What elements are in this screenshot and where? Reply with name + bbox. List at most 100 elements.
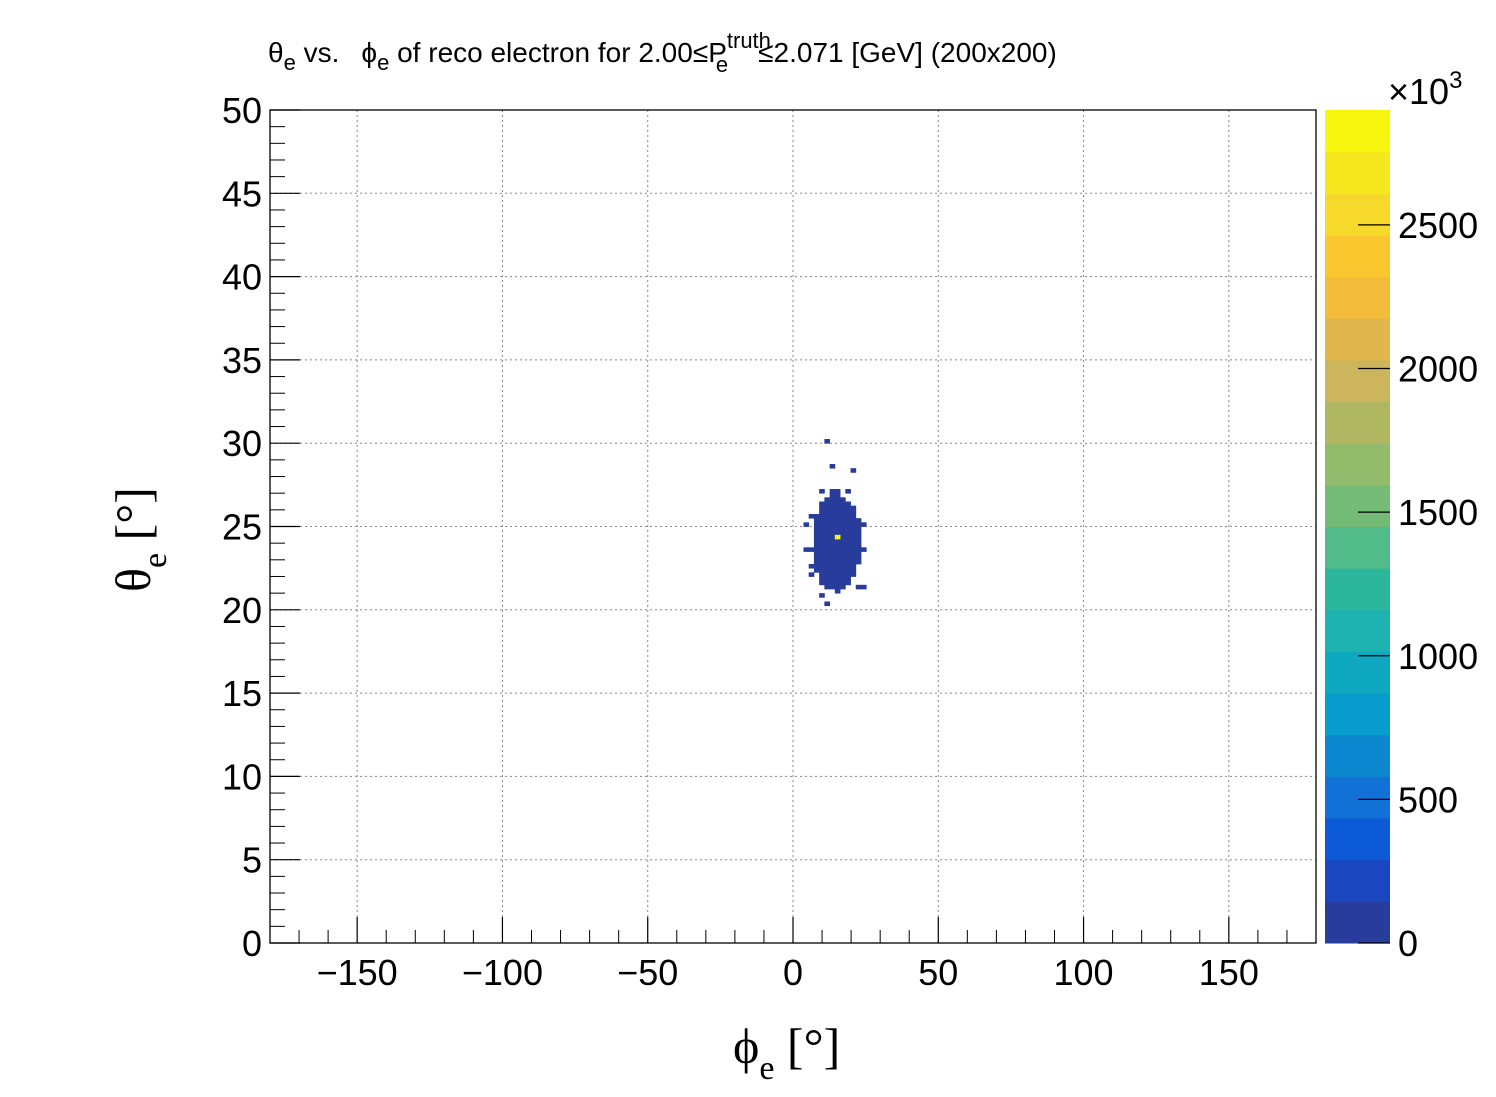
heatmap-cell	[855, 543, 862, 548]
chart-title: θe vs. ϕe of reco electron for 2.00≤Ptrut…	[268, 28, 1057, 77]
heatmap-cell	[824, 584, 831, 590]
heatmap-cell	[819, 572, 825, 577]
heatmap-cell	[840, 543, 846, 548]
x-tick-label: −100	[462, 952, 543, 993]
heatmap-cell	[829, 509, 836, 515]
heatmap-cell	[840, 572, 846, 577]
heatmap-cell	[824, 547, 831, 552]
heatmap-cell	[813, 551, 820, 557]
heatmap-cell	[850, 526, 857, 532]
heatmap-cell	[845, 509, 851, 515]
heatmap-cell	[813, 543, 820, 548]
heatmap-cell	[845, 538, 851, 544]
heatmap-cell	[840, 522, 846, 527]
heatmap-cell	[855, 526, 862, 532]
colorbar-segment	[1325, 234, 1390, 278]
heatmap-cell	[824, 551, 831, 557]
x-axis-title-sub: e	[759, 1050, 774, 1087]
heatmap-cell	[834, 538, 841, 544]
colorbar-segment	[1325, 193, 1390, 236]
colorbar-segment	[1325, 484, 1390, 527]
heatmap-cell	[840, 555, 846, 561]
colorbar-tick-label: 2000	[1398, 349, 1478, 390]
heatmap-cell	[850, 563, 857, 569]
colorbar-segment	[1325, 693, 1390, 736]
heatmap-cell	[829, 584, 836, 590]
heatmap-cell	[813, 555, 820, 561]
colorbar-segment	[1325, 818, 1390, 861]
heatmap-cell	[813, 563, 820, 569]
heatmap-cell	[819, 514, 825, 519]
heatmap-cell	[855, 559, 862, 565]
heatmap-cell	[808, 563, 815, 569]
colorbar-segment	[1325, 651, 1390, 694]
heatmap-cell	[834, 555, 841, 561]
heatmap-cell	[834, 568, 841, 573]
heatmap-cell	[860, 584, 867, 590]
heatmap-cell	[824, 576, 831, 582]
heatmap-cell	[840, 505, 846, 511]
heatmap-cell	[850, 468, 857, 473]
heatmap-cell	[834, 497, 841, 502]
heatmap-cell	[850, 505, 857, 511]
y-tick-label: 35	[222, 340, 262, 381]
heatmap-cell	[819, 526, 825, 532]
x-tick-label: 0	[783, 952, 803, 993]
heatmap-cell	[819, 580, 825, 586]
heatmap-cell	[824, 555, 831, 561]
heatmap-cell	[813, 559, 820, 565]
heatmap-cell	[845, 534, 851, 540]
heatmap-cell	[819, 505, 825, 511]
heatmap-cell	[824, 580, 831, 586]
heatmap-cell	[845, 530, 851, 536]
x-tick-label: 50	[918, 952, 958, 993]
heatmap-cell	[819, 563, 825, 569]
heatmap-cell	[829, 497, 836, 502]
heatmap-cell	[845, 505, 851, 511]
heatmap-cell	[813, 514, 820, 519]
heatmap-cell	[840, 530, 846, 536]
heatmap-cell	[813, 526, 820, 532]
colorbar-segment	[1325, 901, 1390, 944]
heatmap-cell	[803, 547, 810, 552]
y-axis-title: θe [°]	[105, 487, 174, 592]
heatmap-cell	[845, 576, 851, 582]
heatmap-cell	[834, 493, 841, 498]
y-axis-title-unit: [°]	[105, 487, 161, 553]
heatmap-cell	[829, 547, 836, 552]
colorbar-segment	[1325, 776, 1390, 819]
heatmap-cell	[840, 514, 846, 519]
heatmap-cell	[824, 538, 831, 544]
heatmap-cell	[819, 489, 825, 494]
x-tick-label: −150	[317, 952, 398, 993]
heatmap-cell	[850, 530, 857, 536]
heatmap-cell	[824, 543, 831, 548]
heatmap-cell	[819, 522, 825, 527]
heatmap-cell	[834, 551, 841, 557]
y-axis-title-sub: e	[137, 553, 174, 568]
heatmap-cell	[850, 568, 857, 573]
heatmap-cell	[829, 530, 836, 536]
colorbar-multiplier: ×103	[1388, 67, 1462, 112]
heatmap-cell	[824, 568, 831, 573]
heatmap-cell	[855, 538, 862, 544]
colorbar-segment	[1325, 734, 1390, 777]
heatmap-cell	[829, 572, 836, 577]
colorbar-segment	[1325, 276, 1390, 319]
heatmap-cell	[845, 501, 851, 507]
colorbar-segment	[1325, 318, 1390, 361]
heatmap-cell	[829, 534, 836, 540]
heatmap-cell	[803, 522, 810, 527]
heatmap-cell	[850, 509, 857, 515]
heatmap-cell	[860, 547, 867, 552]
heatmap-cell	[850, 534, 857, 540]
heatmap-cell	[834, 572, 841, 577]
heatmap-cell	[834, 534, 841, 540]
heatmap-cell	[834, 559, 841, 565]
heatmap-cell	[834, 543, 841, 548]
y-tick-label: 15	[222, 673, 262, 714]
heatmap-cell	[824, 572, 831, 577]
heatmap-cell	[824, 505, 831, 511]
heatmap-cell	[829, 538, 836, 544]
